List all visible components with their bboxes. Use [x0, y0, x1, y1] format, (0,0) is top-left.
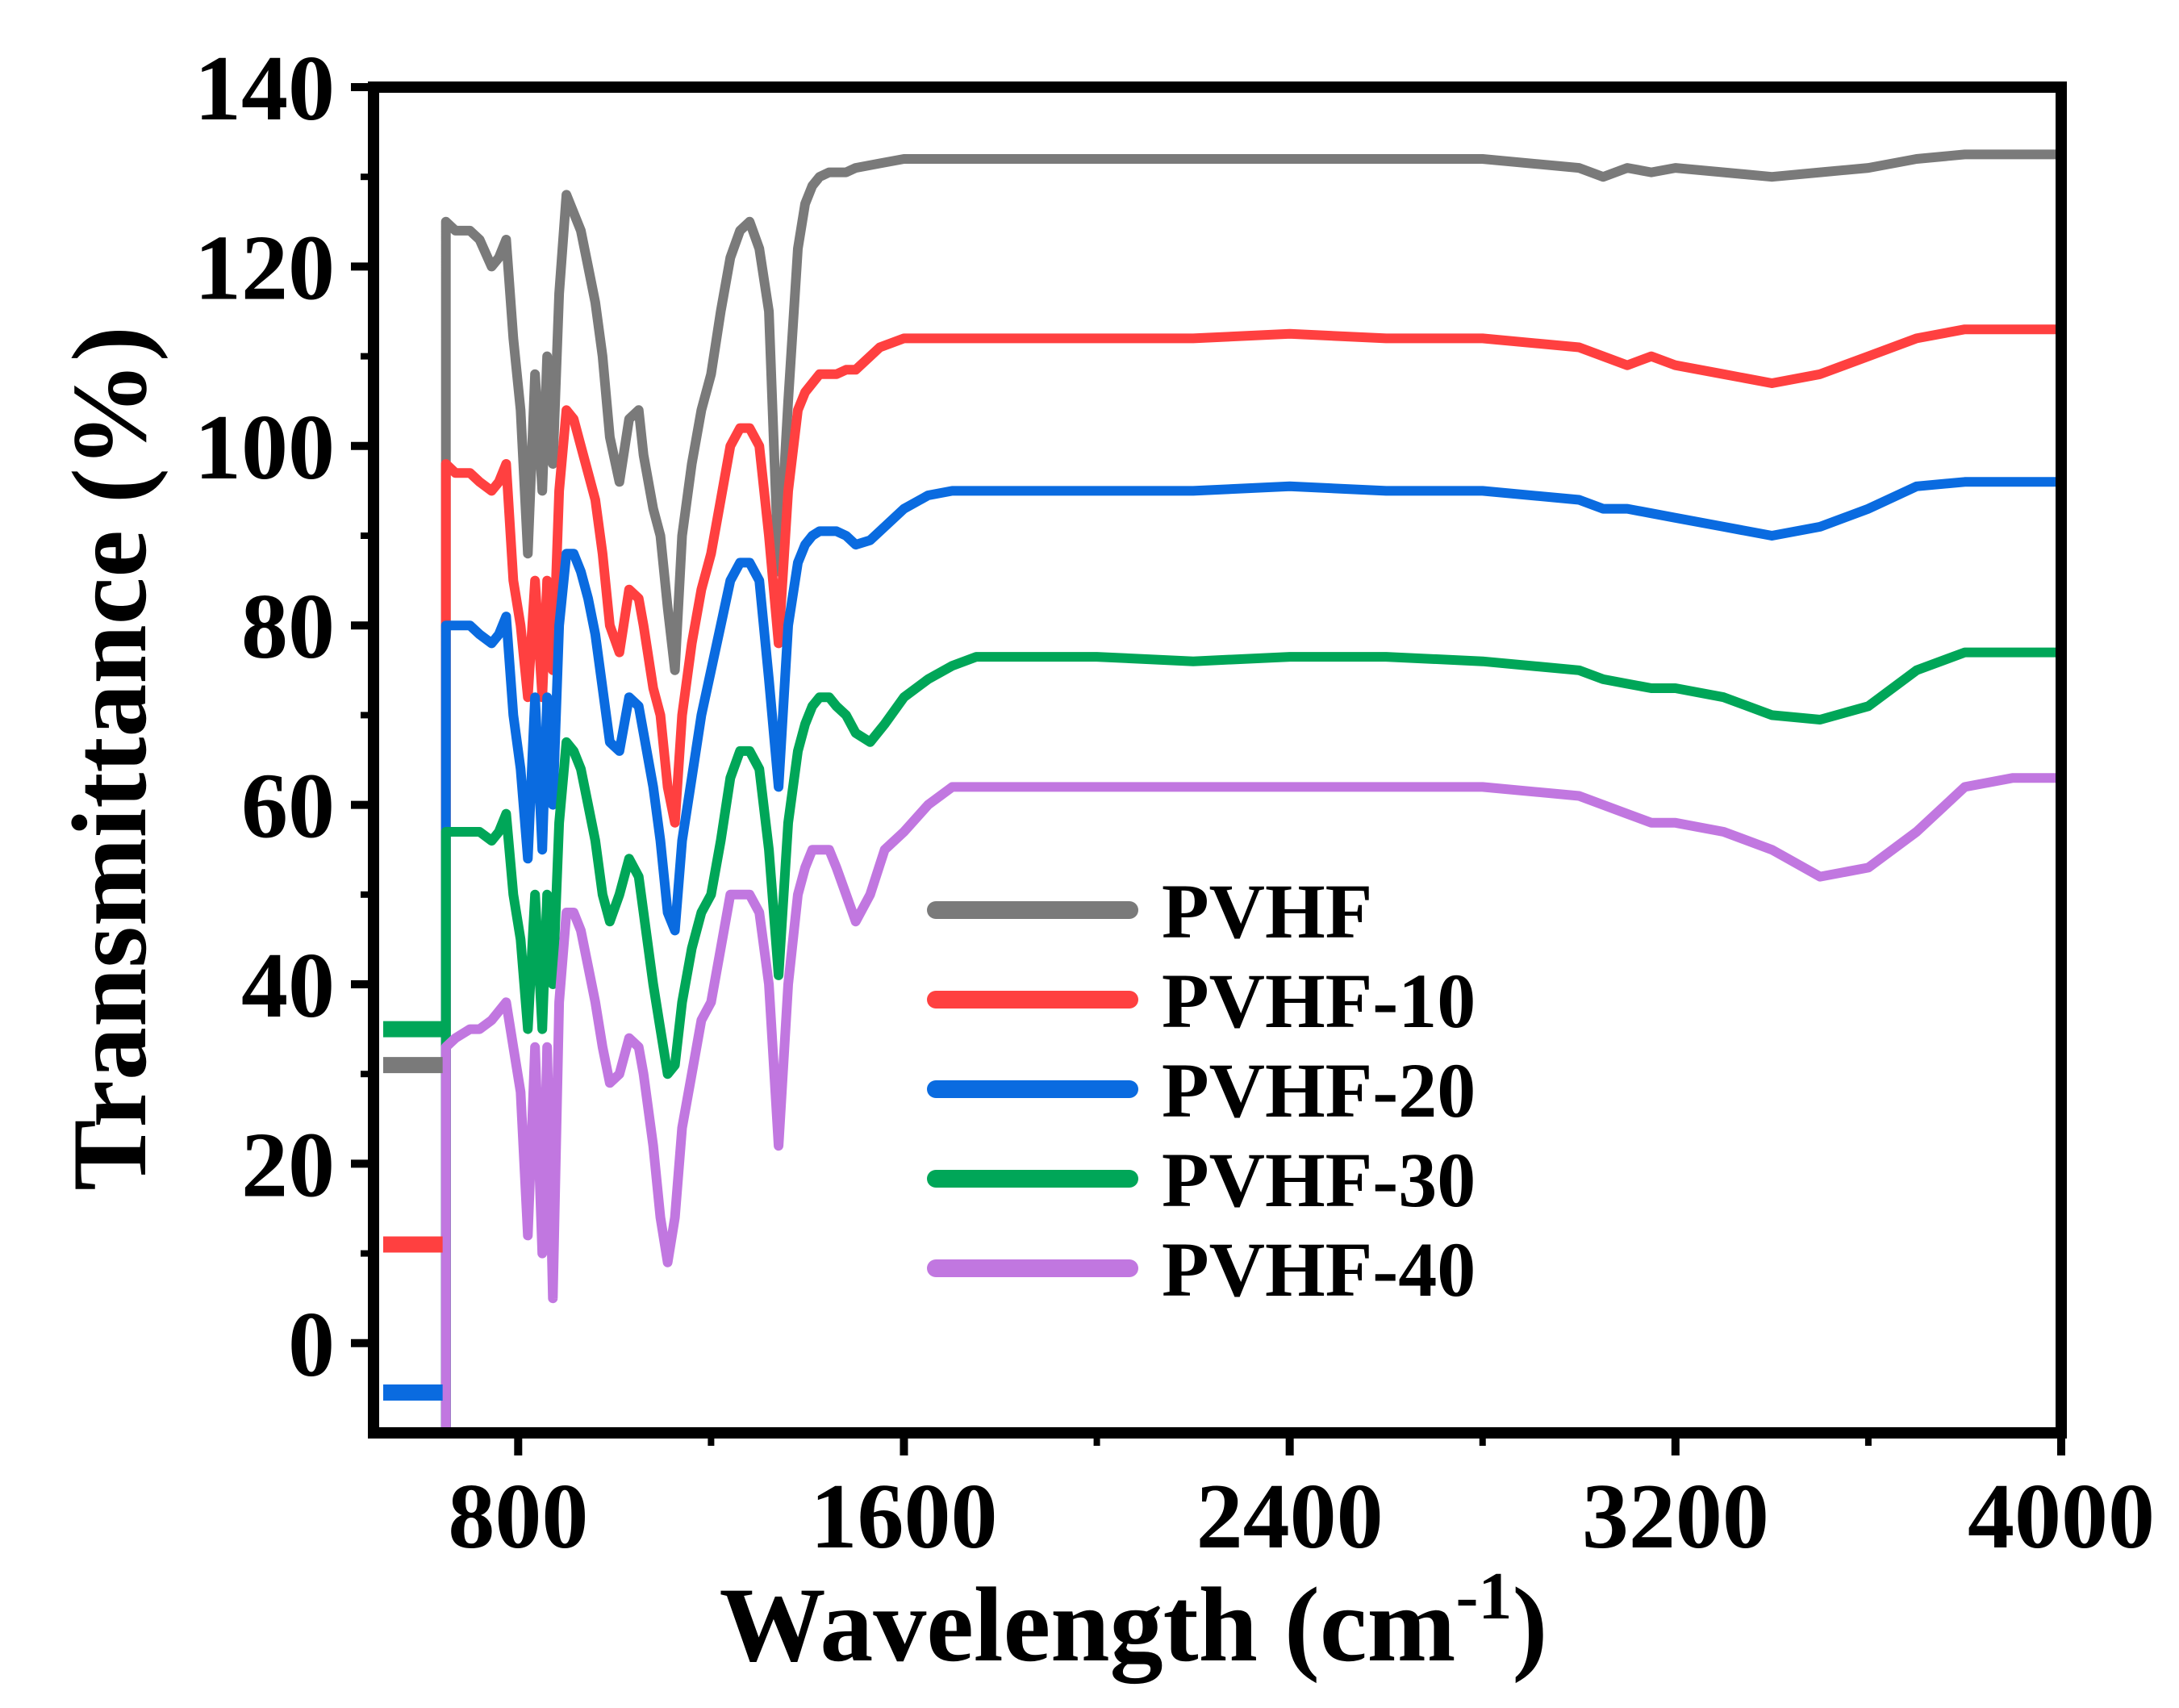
series-line-pvhf-10: [440, 324, 2066, 1433]
series-line-pvhf-20: [440, 477, 2066, 1433]
x-axis-title-sup: -1: [1455, 1559, 1512, 1634]
y-tick-label: 40: [241, 934, 335, 1038]
y-tick-label: 60: [241, 755, 335, 858]
axis-ticks: [351, 83, 2065, 1455]
x-axis-title-close: ): [1512, 1565, 1547, 1684]
y-tick-label: 140: [194, 37, 335, 140]
plot-frame: [368, 81, 2067, 1439]
series-layer: [440, 149, 2066, 1433]
x-tick-label: 4000: [1968, 1465, 2155, 1568]
x-tick-label: 1600: [810, 1465, 997, 1568]
x-tick-label: 3200: [1582, 1465, 1769, 1568]
legend-label-pvhf: PVHF: [1162, 868, 1372, 954]
axis-tick-labels: 0 20 40 60 80 100 120 140 800 1600 2400 3200 4000: [194, 37, 2155, 1568]
legend-label-pvhf-30: PVHF-30: [1162, 1137, 1476, 1223]
x-tick-label: 2400: [1196, 1465, 1384, 1568]
y-tick-label: 100: [194, 396, 335, 499]
series-line-pvhf-40: [440, 773, 2066, 1433]
y-tick-label: 20: [241, 1113, 335, 1217]
series-line-pvhf-30: [440, 647, 2066, 1433]
legend-label-pvhf-40: PVHF-40: [1162, 1226, 1476, 1313]
plot-frame-border: [368, 81, 2067, 1439]
offset-stub-layer: [383, 1021, 443, 1401]
x-tick-label: 800: [448, 1465, 588, 1568]
y-tick-label: 120: [194, 216, 335, 319]
y-tick-label: 0: [288, 1293, 335, 1397]
x-axis-title-main: Wavelength (cm: [720, 1565, 1456, 1684]
legend-label-pvhf-20: PVHF-20: [1162, 1047, 1476, 1134]
y-axis-title: Transmittance (%): [50, 326, 169, 1191]
x-axis-title: Wavelength (cm-1): [720, 1559, 1548, 1684]
y-tick-label: 80: [241, 575, 335, 679]
series-line-pvhf: [440, 149, 2066, 1433]
legend-label-pvhf-10: PVHF-10: [1162, 958, 1476, 1044]
